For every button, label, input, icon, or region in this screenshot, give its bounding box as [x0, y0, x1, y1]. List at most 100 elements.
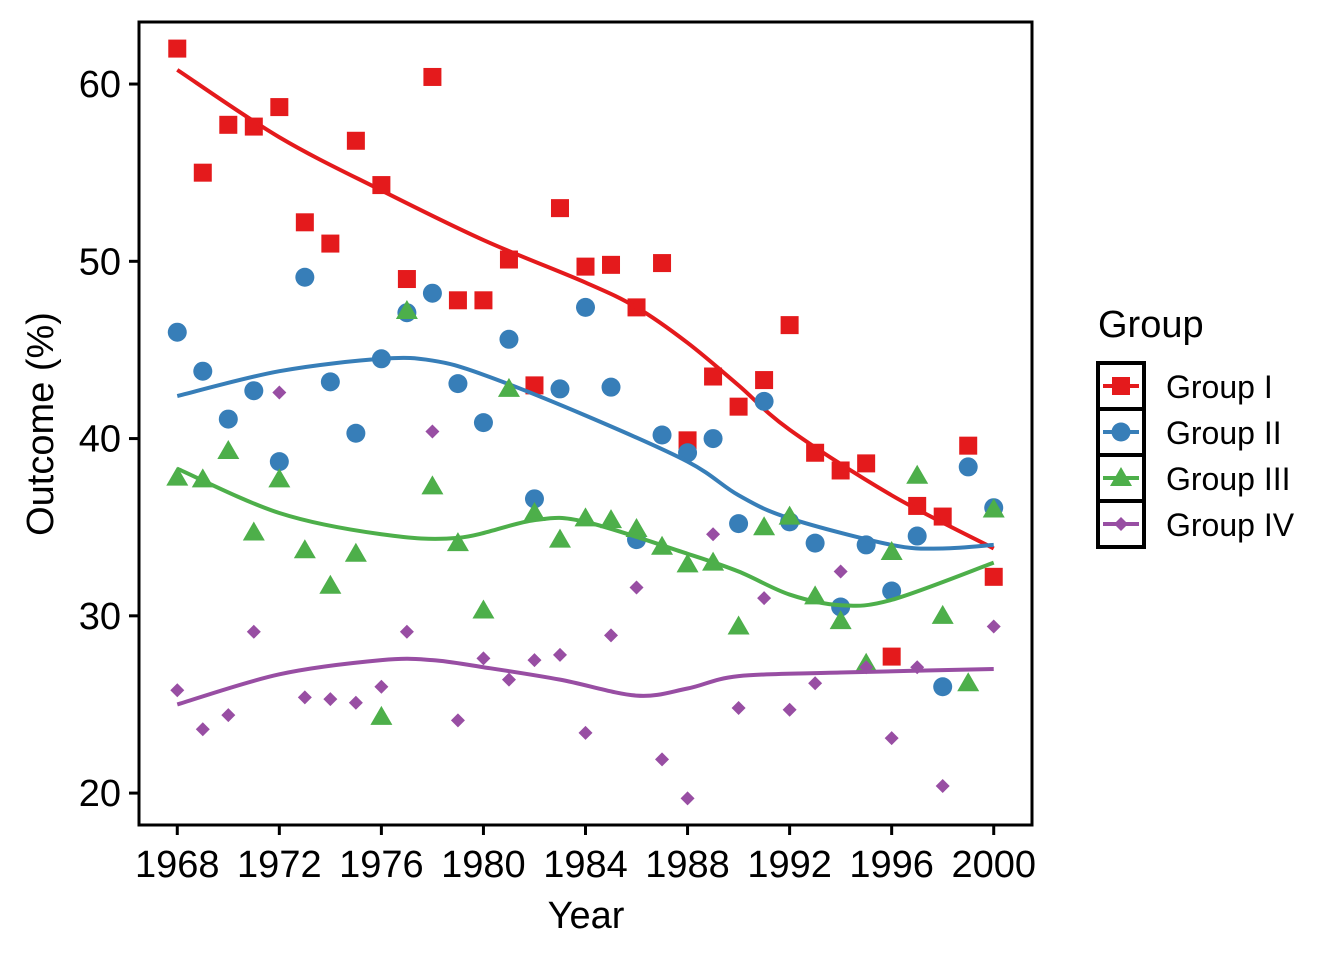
data-point — [320, 372, 340, 392]
data-point — [193, 163, 212, 182]
data-point — [703, 429, 723, 449]
data-point — [755, 371, 774, 390]
data-point — [780, 316, 799, 335]
legend-marker — [1111, 422, 1131, 442]
data-point — [982, 498, 1005, 518]
data-point — [629, 580, 644, 595]
data-point — [604, 628, 619, 643]
data-point — [497, 377, 520, 397]
panel-border — [137, 20, 1034, 827]
data-point — [829, 610, 852, 630]
series-group-i — [168, 39, 1003, 666]
data-point — [370, 705, 393, 725]
data-point — [833, 564, 848, 579]
series-group-ii — [167, 267, 1004, 697]
data-point — [602, 255, 621, 274]
data-point — [601, 377, 621, 397]
data-point — [166, 466, 189, 486]
data-point — [168, 39, 187, 58]
legend-item: Group III — [1096, 453, 1291, 503]
x-tick-label: 2000 — [951, 844, 1036, 886]
y-axis: 20 30 40 50 60 — [79, 64, 139, 815]
data-point — [423, 67, 442, 86]
data-point — [195, 722, 210, 737]
data-point — [808, 676, 823, 691]
data-point — [704, 367, 723, 386]
data-point — [219, 115, 238, 134]
data-point — [984, 567, 1003, 586]
data-point — [295, 213, 314, 232]
data-point — [421, 475, 444, 495]
data-point — [753, 516, 776, 536]
data-point — [906, 464, 929, 484]
data-point — [473, 413, 493, 433]
data-point — [244, 381, 264, 401]
data-point — [446, 532, 469, 552]
legend-item: Group II — [1096, 407, 1282, 457]
x-axis: 1968 1972 1976 1980 1984 1988 1992 1996 2000 — [135, 823, 1036, 886]
data-point — [397, 270, 416, 289]
data-point — [729, 514, 749, 534]
data-point — [727, 615, 750, 635]
data-point — [527, 653, 542, 668]
data-point — [167, 322, 187, 342]
data-point — [655, 752, 670, 767]
data-point — [625, 517, 648, 537]
data-point — [731, 701, 746, 716]
smooth-line — [176, 656, 994, 707]
y-tick-label: 30 — [79, 596, 121, 638]
x-tick-label: 1980 — [441, 844, 526, 886]
data-point — [600, 509, 623, 529]
legend-label: Group IV — [1166, 507, 1295, 543]
data-point — [550, 199, 569, 218]
legend: Group Group I Group II Group III Group IV — [1096, 304, 1295, 549]
data-point — [474, 291, 493, 310]
x-tick-label: 1988 — [645, 844, 730, 886]
data-point — [293, 539, 316, 559]
data-point — [323, 692, 338, 707]
legend-item: Group I — [1096, 361, 1273, 411]
y-axis-title: Outcome (%) — [20, 312, 62, 536]
legend-marker — [1112, 377, 1130, 395]
data-point — [395, 299, 418, 319]
data-point — [270, 98, 289, 117]
data-point — [272, 385, 287, 400]
data-point — [880, 541, 903, 561]
data-point — [653, 254, 672, 273]
data-point — [348, 695, 363, 710]
data-point — [933, 677, 953, 697]
data-point — [907, 526, 927, 546]
legend-title: Group — [1098, 304, 1204, 346]
x-tick-label: 1992 — [747, 844, 832, 886]
data-point — [958, 457, 978, 477]
data-point — [882, 647, 901, 666]
data-point — [882, 581, 902, 601]
data-point — [959, 436, 978, 455]
smooth-line — [176, 68, 995, 551]
data-point — [295, 267, 315, 287]
y-tick-label: 60 — [79, 64, 121, 106]
data-point — [957, 672, 980, 692]
data-point — [680, 791, 695, 806]
data-point — [576, 257, 595, 276]
y-tick-label: 20 — [79, 773, 121, 815]
data-point — [548, 528, 571, 548]
x-tick-label: 1984 — [543, 844, 628, 886]
x-axis-title: Year — [548, 895, 625, 937]
data-point — [525, 376, 544, 395]
x-tick-label: 1968 — [135, 844, 220, 886]
legend-label: Group II — [1166, 415, 1282, 451]
data-point — [422, 283, 442, 303]
data-point — [778, 505, 801, 525]
series-group-iii — [166, 299, 1005, 725]
data-point — [884, 731, 899, 746]
data-point — [935, 779, 950, 794]
data-point — [676, 553, 699, 573]
data-point — [499, 329, 519, 349]
y-tick-label: 40 — [79, 419, 121, 461]
data-point — [729, 397, 748, 416]
legend-item: Group IV — [1096, 499, 1295, 549]
data-point — [523, 502, 546, 522]
smooth-line — [176, 466, 995, 608]
